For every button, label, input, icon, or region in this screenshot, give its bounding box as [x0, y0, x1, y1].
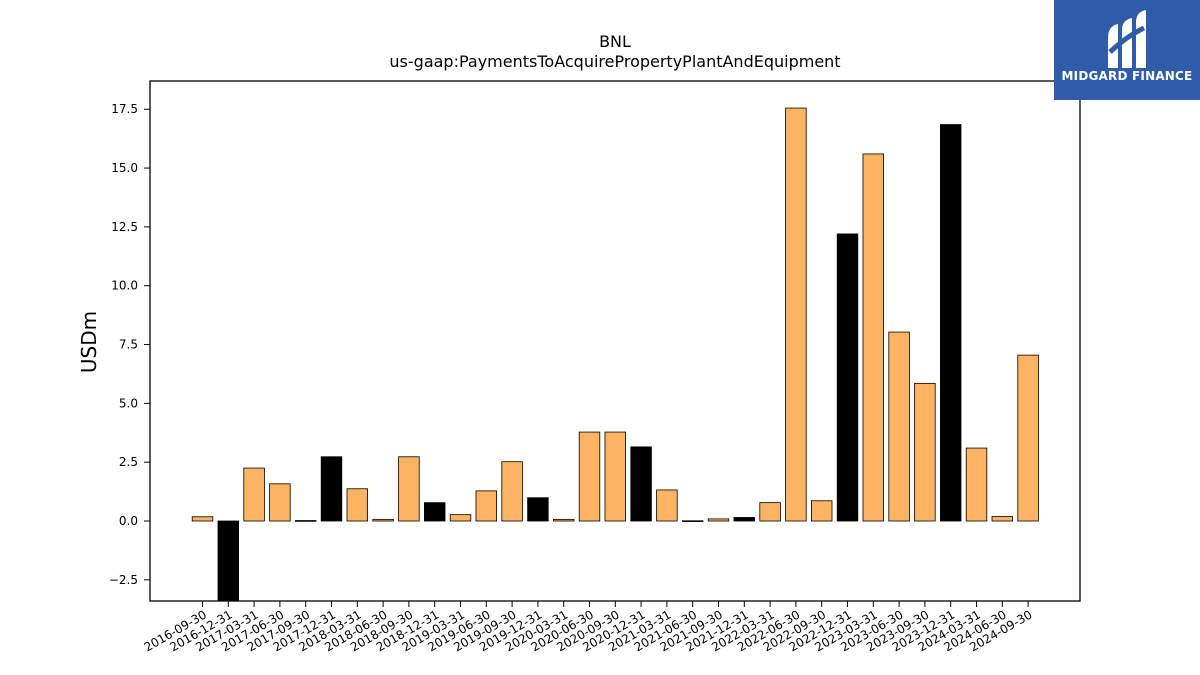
bar-2023-03-31: [862, 153, 885, 522]
bar-2022-03-31: [759, 502, 781, 522]
bar-2017-09-30: [294, 520, 317, 522]
bar-2022-12-31: [836, 233, 859, 522]
bars-group: [191, 107, 1039, 602]
bar-2023-12-31: [940, 124, 962, 522]
bar-2017-12-31: [320, 456, 343, 522]
bar-2021-03-31: [656, 489, 678, 522]
y-tick-label: 7.5: [119, 338, 138, 352]
bar-2018-12-31: [423, 502, 446, 522]
bar-2022-06-30: [785, 107, 807, 522]
y-tick-label: 2.5: [119, 455, 138, 469]
brand-logo-icon: [1108, 10, 1146, 68]
bar-2021-12-31: [733, 517, 756, 522]
y-tick-label: 10.0: [111, 279, 138, 293]
chart-subtitle: us-gaap:PaymentsToAcquirePropertyPlantAn…: [389, 52, 841, 71]
y-tick-label: 15.0: [111, 161, 138, 175]
bar-2020-09-30: [604, 431, 627, 522]
bar-2024-06-30: [991, 516, 1014, 522]
bar-2018-06-30: [372, 518, 394, 522]
bar-2020-06-30: [578, 431, 601, 522]
bar-2021-09-30: [707, 518, 730, 522]
bar-2023-06-30: [888, 331, 910, 522]
bar-2020-03-31: [553, 518, 575, 522]
bar-2019-06-30: [475, 490, 498, 522]
bar-2018-09-30: [398, 456, 420, 522]
brand-name: MIDGARD FINANCE: [1061, 69, 1193, 83]
bar-2023-09-30: [914, 382, 936, 522]
y-axis: −2.5 0.0 2.5 5.0 7.5 10.0 12.5 15.0 17.5: [109, 102, 150, 587]
bar-2019-03-31: [449, 514, 472, 522]
y-axis-label: USDm: [77, 311, 101, 373]
bar-2018-03-31: [346, 488, 369, 522]
y-tick-label: 12.5: [111, 220, 138, 234]
bar-2017-06-30: [269, 483, 291, 522]
bar-2017-03-31: [243, 467, 265, 522]
y-tick-label: 5.0: [119, 396, 138, 410]
y-tick-label: 17.5: [111, 102, 138, 116]
bar-2022-09-30: [811, 500, 833, 522]
bar-2016-09-30: [191, 516, 214, 522]
chart-title: BNL: [599, 32, 631, 51]
bar-2024-09-30: [1017, 354, 1039, 522]
bar-2016-12-31: [217, 520, 240, 602]
y-tick-label: 0.0: [119, 514, 138, 528]
bar-2020-12-31: [630, 446, 652, 522]
bar-2021-06-30: [682, 520, 704, 522]
bar-2024-03-31: [965, 447, 988, 522]
bar-2019-12-31: [527, 497, 549, 522]
x-axis: 2016-09-302016-12-312017-03-312017-06-30…: [142, 601, 1035, 654]
brand-logo: MIDGARD FINANCE: [1054, 0, 1200, 100]
bar-2019-09-30: [501, 461, 523, 522]
y-tick-label: −2.5: [109, 573, 138, 587]
